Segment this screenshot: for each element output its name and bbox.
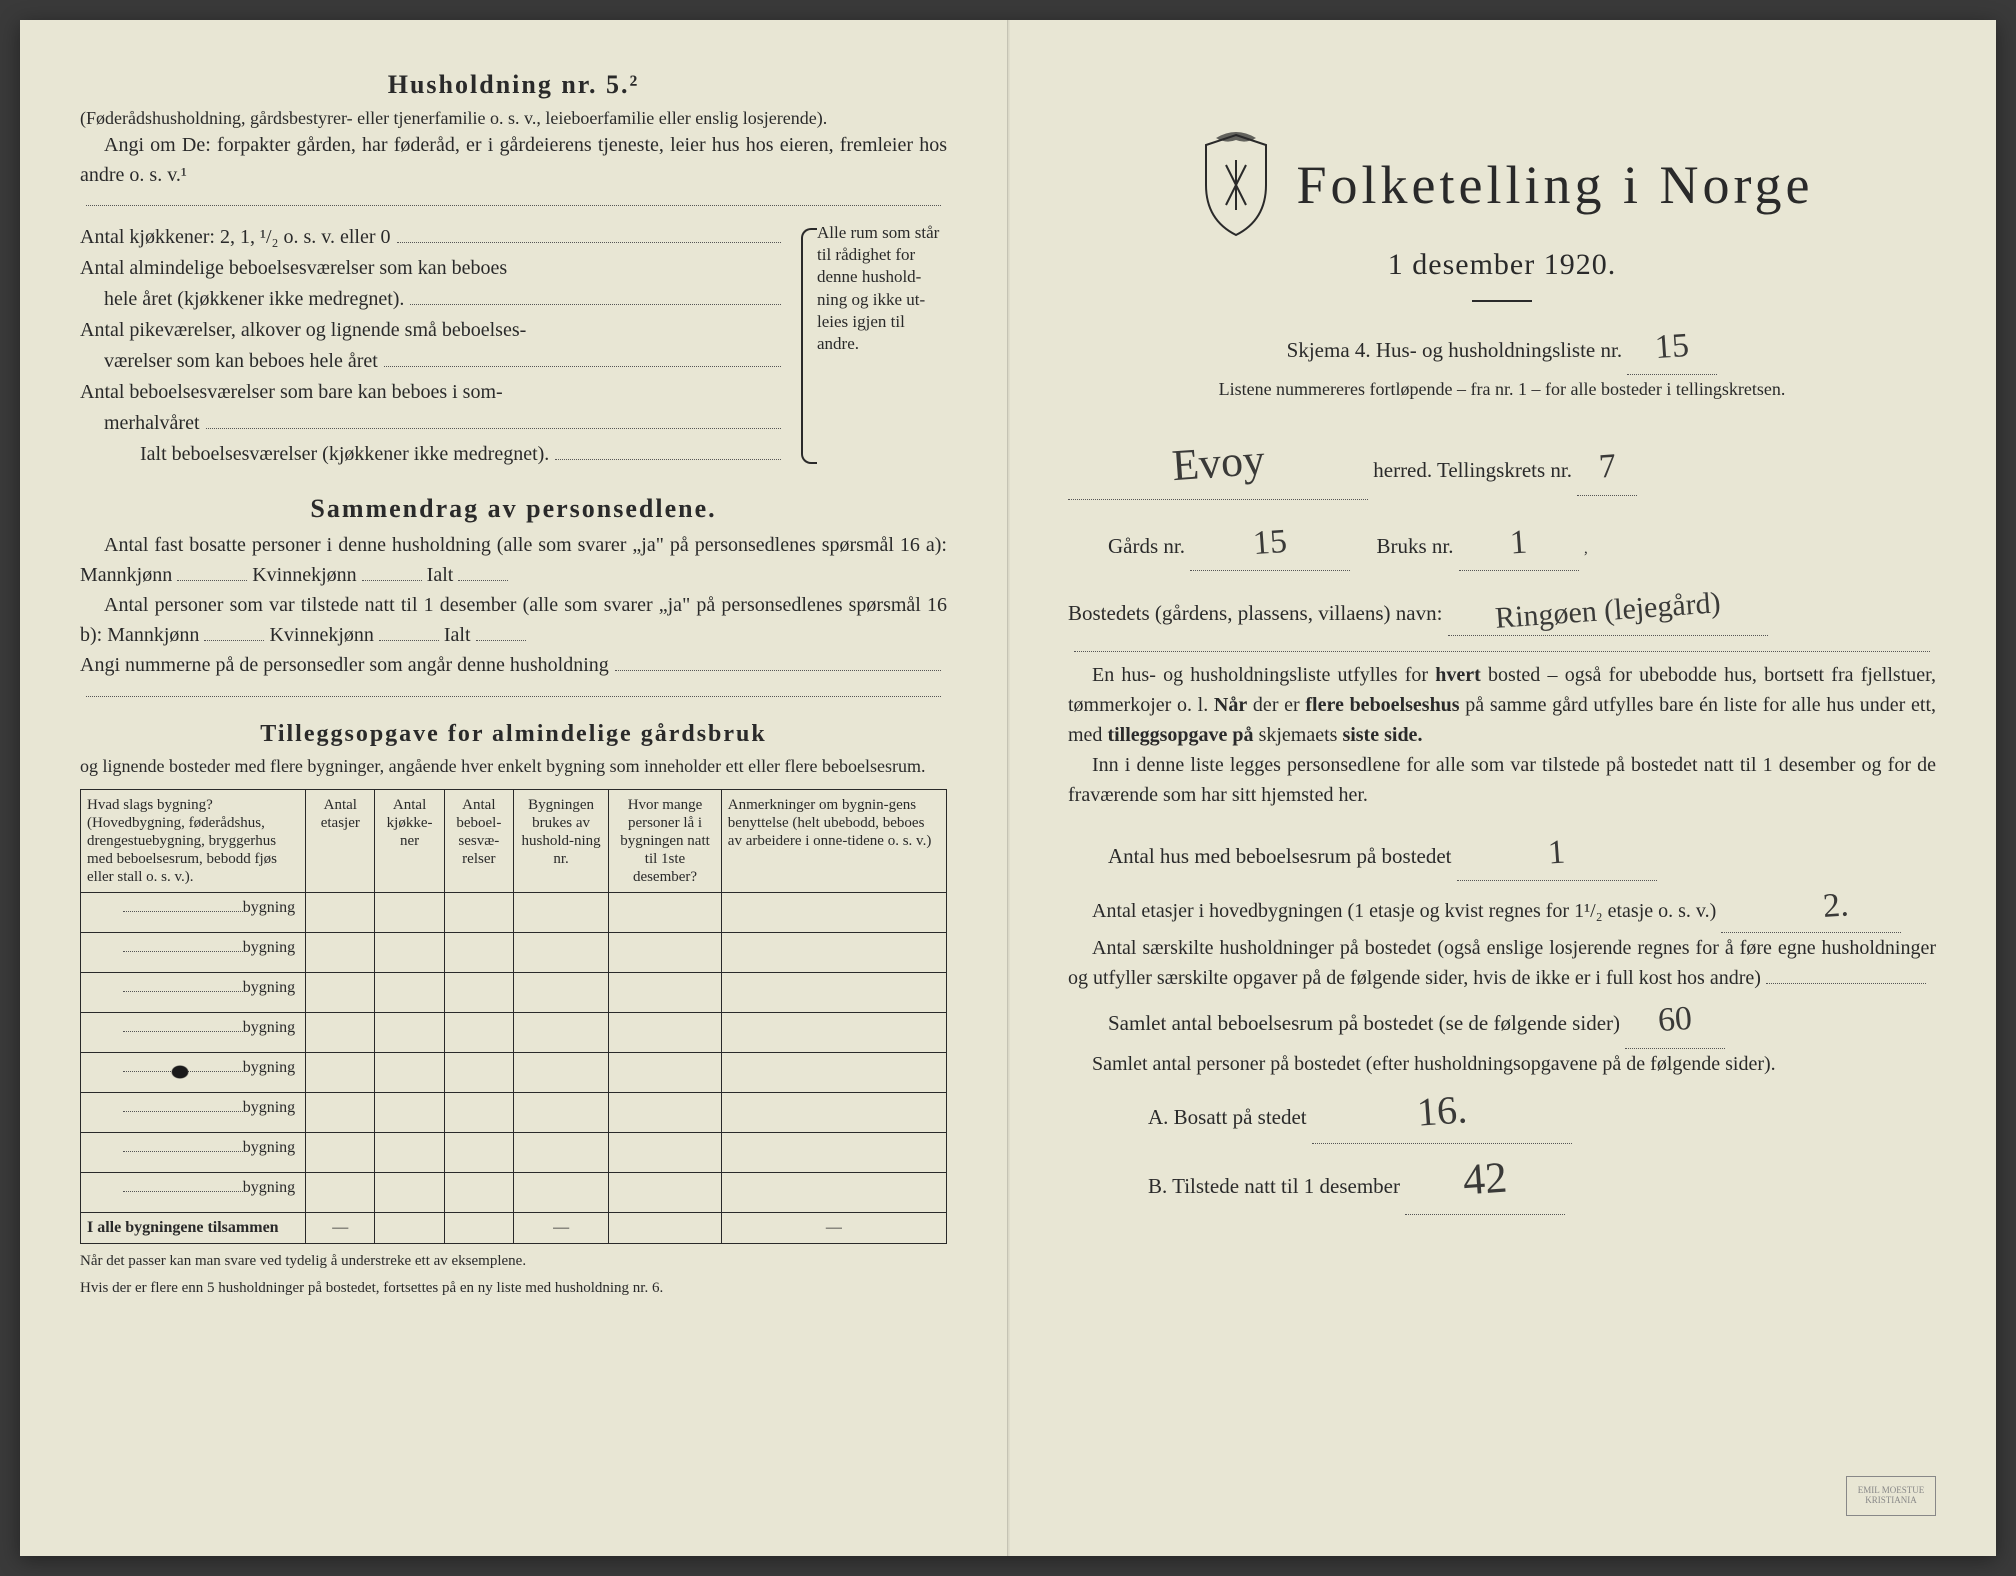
footnote-2: Hvis der er flere enn 5 husholdninger på…	[80, 1279, 947, 1299]
inkblot-icon	[171, 1065, 189, 1079]
table-total-label: I alle bygningene tilsammen	[81, 1212, 306, 1243]
room-questions-block: Antal kjøkkener: 2, 1, ¹/₂ o. s. v. elle…	[80, 222, 947, 470]
th-1: Antal etasjer	[306, 789, 375, 892]
household5-title: Husholdning nr. 5.²	[80, 70, 947, 100]
divider-icon	[1472, 300, 1532, 302]
census-document: Husholdning nr. 5.² (Føderådshusholdning…	[20, 20, 1996, 1556]
page-fold	[1008, 20, 1010, 1556]
household5-angi: Angi om De: forpakter gården, har føderå…	[80, 130, 947, 190]
summary-p3: Angi nummerne på de personsedler som ang…	[80, 650, 609, 681]
q-total: Ialt beboelsesværelser (kjøkkener ikke m…	[140, 439, 549, 470]
q-summer-a: Antal beboelsesværelser som bare kan beb…	[80, 377, 503, 408]
tillegg-title: Tilleggsopgave for almindelige gårdsbruk	[80, 721, 947, 748]
household5-paren: (Føderådshusholdning, gårdsbestyrer- ell…	[80, 106, 947, 130]
q-alm-a: Antal almindelige beboelsesværelser som …	[80, 253, 507, 284]
listene-note: Listene nummereres fortløpende – fra nr.…	[1068, 375, 1936, 404]
th-0: Hvad slags bygning? (Hovedbygning, føder…	[81, 789, 306, 892]
th-2: Antal kjøkke-ner	[375, 789, 444, 892]
q-summer-b: merhalvåret	[104, 408, 200, 439]
page-header: Folketelling i Norge 1 desember 1920.	[1068, 130, 1936, 302]
q-alm-b: hele året (kjøkkener ikke medregnet).	[104, 284, 404, 315]
summary-p2: Antal personer som var tilstede natt til…	[80, 590, 947, 650]
building-table: Hvad slags bygning? (Hovedbygning, føder…	[80, 789, 947, 1244]
th-3: Antal beboel-sesvæ-relser	[444, 789, 513, 892]
para1: En hus- og husholdningsliste utfylles fo…	[1068, 660, 1936, 750]
building-rows: bygning bygning bygning bygning bygning …	[81, 892, 947, 1243]
footnote-1: Når det passer kan man svare ved tydelig…	[80, 1252, 947, 1272]
bosted-line: Bostedets (gårdens, plassens, villaens) …	[1068, 587, 1936, 636]
printer-stamp: EMIL MOESTUEKRISTIANIA	[1846, 1476, 1936, 1516]
tilstede-line: B. Tilstede natt til 1 desember 42	[1068, 1144, 1936, 1215]
th-5: Hvor mange personer lå i bygningen natt …	[609, 789, 722, 892]
q-pike-b: værelser som kan beboes hele året	[104, 346, 378, 377]
antal-hus-line: Antal hus med beboelsesrum på bostedet 1	[1068, 826, 1936, 881]
bracket-note: Alle rum som står til rådighet for denne…	[797, 222, 947, 470]
left-page: Husholdning nr. 5.² (Føderådshusholdning…	[20, 20, 1008, 1556]
para2: Inn i denne liste legges personsedlene f…	[1068, 750, 1936, 810]
tillegg-sub: og lignende bosteder med flere bygninger…	[80, 754, 947, 778]
main-title: Folketelling i Norge	[1297, 154, 1814, 216]
herred-line: Evoy herred. Tellingskrets nr. 7	[1068, 428, 1936, 499]
q-pike-a: Antal pikeværelser, alkover og lignende …	[80, 315, 526, 346]
gards-line: Gårds nr. 15 Bruks nr. 1 ,	[1068, 516, 1936, 571]
etasjer-line: Antal etasjer i hovedbygningen (1 etasje…	[1068, 881, 1936, 933]
summary-title: Sammendrag av personsedlene.	[80, 494, 947, 524]
q-kitchens: Antal kjøkkener: 2, 1, ¹/₂ o. s. v. elle…	[80, 222, 391, 253]
samlet-pers-line: Samlet antal personer på bostedet (efter…	[1068, 1049, 1936, 1079]
samlet-rum-line: Samlet antal beboelsesrum på bostedet (s…	[1068, 993, 1936, 1048]
census-date: 1 desember 1920.	[1068, 248, 1936, 282]
norway-crest-icon	[1191, 130, 1281, 240]
saerskilte-line: Antal særskilte husholdninger på bostede…	[1068, 933, 1936, 993]
summary-p1: Antal fast bosatte personer i denne hush…	[80, 530, 947, 590]
right-page: Folketelling i Norge 1 desember 1920. Sk…	[1008, 20, 1996, 1556]
th-4: Bygningen brukes av hushold-ning nr.	[513, 789, 608, 892]
bosatt-line: A. Bosatt på stedet 16.	[1068, 1079, 1936, 1144]
th-6: Anmerkninger om bygnin-gens benyttelse (…	[721, 789, 946, 892]
skjema-line: Skjema 4. Hus- og husholdningsliste nr. …	[1068, 320, 1936, 375]
